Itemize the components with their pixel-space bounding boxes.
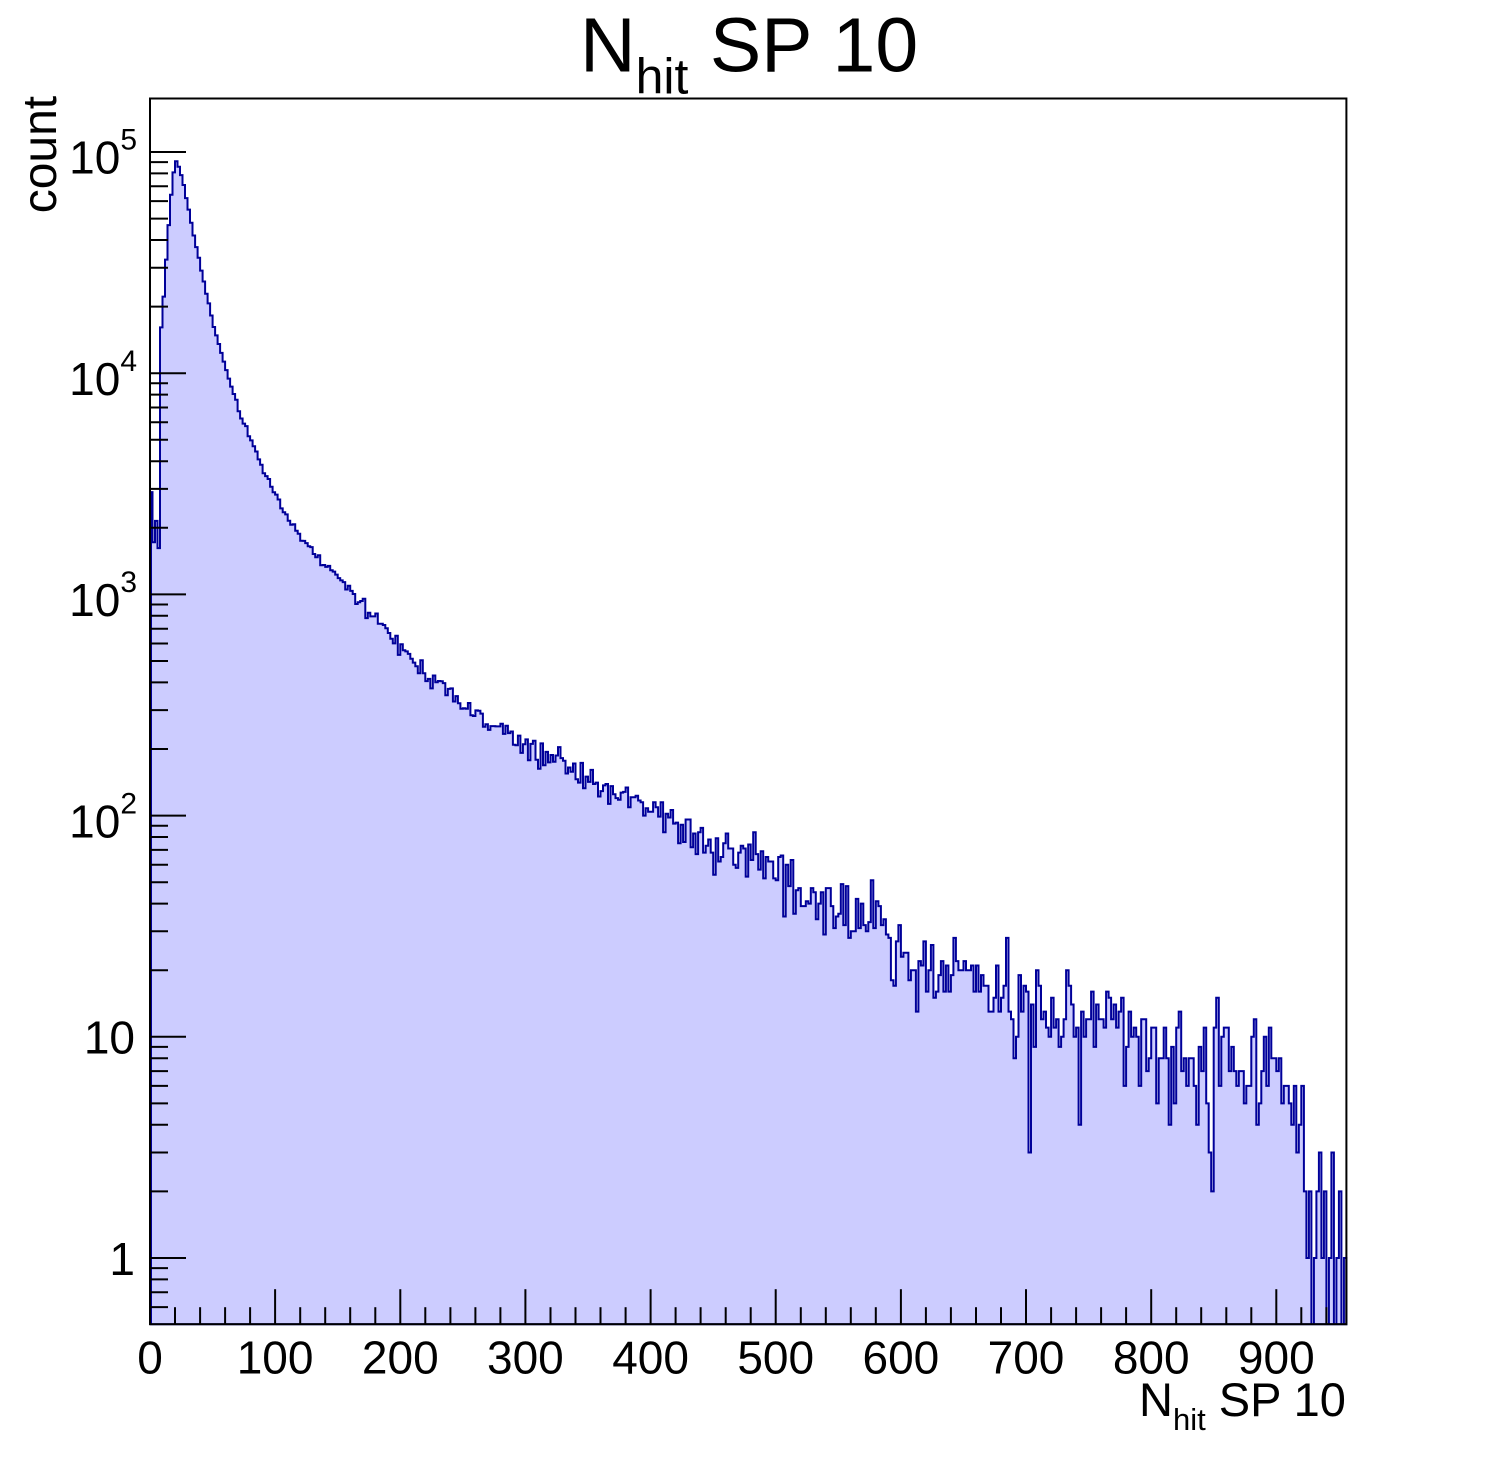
svg-text:10: 10	[84, 1012, 135, 1064]
svg-text:10: 10	[69, 574, 120, 626]
svg-text:400: 400	[612, 1332, 689, 1384]
svg-text:700: 700	[988, 1332, 1065, 1384]
svg-text:900: 900	[1238, 1332, 1315, 1384]
svg-text:1: 1	[109, 1233, 135, 1285]
svg-text:100: 100	[237, 1332, 314, 1384]
svg-text:3: 3	[120, 566, 137, 599]
svg-text:300: 300	[487, 1332, 564, 1384]
svg-text:0: 0	[137, 1332, 163, 1384]
svg-text:count: count	[14, 96, 67, 213]
svg-text:2: 2	[120, 787, 137, 820]
svg-text:500: 500	[737, 1332, 814, 1384]
svg-text:5: 5	[120, 124, 137, 157]
svg-text:800: 800	[1113, 1332, 1190, 1384]
svg-text:200: 200	[362, 1332, 439, 1384]
svg-text:4: 4	[120, 345, 137, 378]
svg-text:10: 10	[69, 132, 120, 184]
svg-text:10: 10	[69, 353, 120, 405]
svg-text:600: 600	[863, 1332, 940, 1384]
svg-text:10: 10	[69, 795, 120, 847]
